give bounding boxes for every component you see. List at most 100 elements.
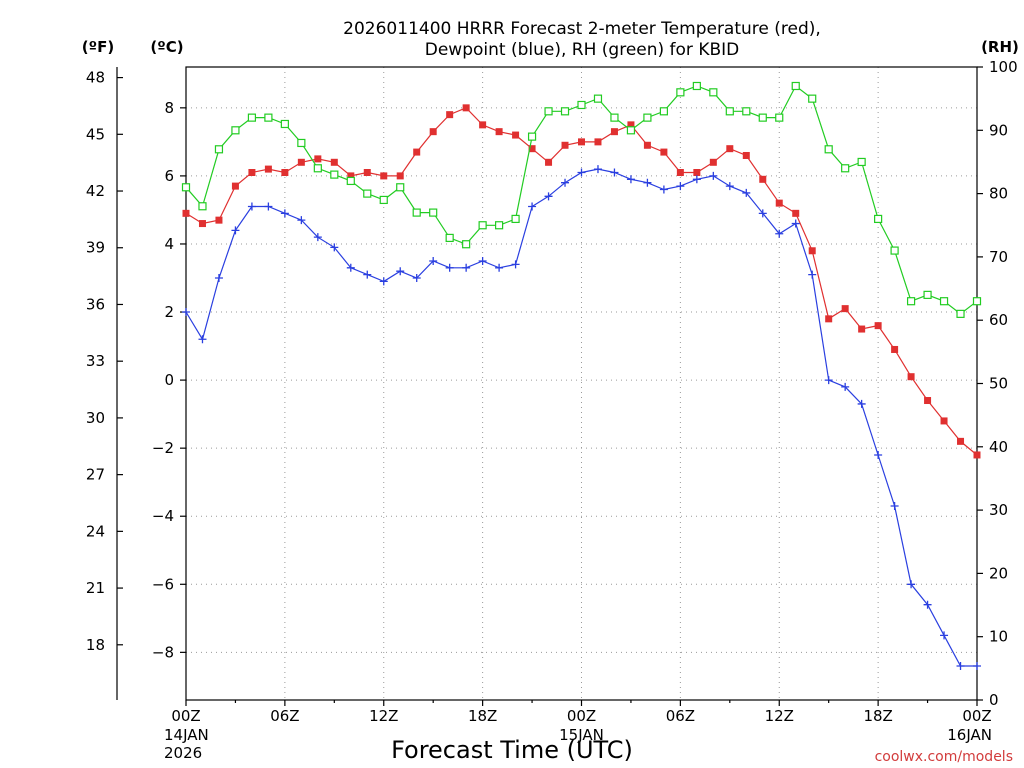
temperature-point: [924, 397, 932, 405]
dewpoint-point: [593, 165, 602, 174]
dewpoint-point: [626, 175, 635, 184]
rh-point: [330, 170, 339, 179]
rh-tick-label: 10: [989, 628, 1008, 646]
rh-point: [379, 195, 388, 205]
rh-tick-label: 0: [989, 691, 999, 709]
x-tick-label: 12Z: [765, 707, 794, 725]
temperature-point: [825, 315, 833, 323]
rh-point: [709, 88, 718, 97]
dewpoint-point: [396, 267, 405, 276]
rh-point: [692, 81, 701, 91]
temperature-point: [396, 172, 404, 180]
celsius-tick-label: 8: [164, 99, 174, 117]
x-tick-label: 06Z: [666, 707, 695, 725]
dewpoint-point: [363, 270, 372, 279]
chart-axes: [116, 66, 983, 706]
x-tick-label: 00Z: [962, 707, 991, 725]
x-tick-label: 12Z: [369, 707, 398, 725]
temperature-point: [627, 121, 635, 129]
rh-point: [560, 107, 570, 116]
dewpoint-point: [775, 229, 784, 238]
dewpoint-point: [528, 202, 537, 211]
temperature-point: [198, 220, 206, 228]
dewpoint-point: [182, 308, 190, 317]
dewpoint-point: [907, 580, 916, 589]
temperature-point: [330, 158, 338, 166]
dewpoint-point: [264, 202, 273, 211]
unit-label-celsius: (ºC): [150, 38, 183, 56]
rh-tick-label: 20: [989, 564, 1008, 582]
rh-point: [280, 119, 289, 129]
temperature-point: [643, 141, 651, 149]
rh-point: [972, 297, 982, 306]
dewpoint-point: [495, 263, 504, 272]
temperature-point: [215, 216, 223, 224]
dewpoint-point: [297, 216, 306, 225]
rh-point: [857, 157, 866, 167]
dewpoint-point: [725, 182, 734, 191]
rh-point: [445, 233, 454, 243]
fahrenheit-tick-label: 36: [86, 295, 105, 313]
temperature-point: [858, 325, 866, 333]
dewpoint-point: [462, 263, 471, 272]
dewpoint-point: [841, 382, 850, 391]
rh-point: [791, 81, 800, 91]
celsius-tick-label: −4: [152, 507, 174, 525]
temperature-point: [429, 128, 437, 136]
fahrenheit-tick-label: 39: [86, 239, 105, 257]
rh-point: [297, 138, 306, 148]
rh-point: [429, 208, 438, 217]
temperature-point: [808, 247, 816, 255]
dewpoint-point: [478, 256, 487, 265]
date-label: 15JAN: [559, 726, 604, 744]
temperature-point: [578, 138, 585, 146]
rh-point: [462, 240, 471, 249]
rh-point: [824, 145, 833, 154]
temperature-point: [594, 138, 602, 146]
rh-tick-label: 60: [989, 311, 1008, 329]
temperature-point: [759, 175, 767, 183]
rh-point: [659, 107, 668, 116]
dewpoint-point: [445, 263, 454, 272]
rh-point: [495, 221, 504, 230]
x-tick-label: 18Z: [468, 707, 497, 725]
rh-point: [610, 113, 619, 122]
dewpoint-point: [824, 376, 833, 385]
rh-point: [577, 100, 586, 110]
dewpoint-point: [973, 661, 981, 670]
rh-point: [313, 164, 322, 173]
temperature-point: [512, 131, 520, 139]
rh-point: [643, 113, 652, 122]
dewpoint-point: [857, 399, 866, 408]
temperature-point: [545, 158, 553, 166]
rh-tick-label: 80: [989, 185, 1008, 203]
dewpoint-point: [874, 450, 883, 459]
temperature-point: [973, 451, 981, 459]
unit-label-fahrenheit: (ºF): [82, 38, 114, 56]
dewpoint-point: [709, 171, 718, 180]
rh-point: [923, 290, 932, 299]
rh-point: [626, 126, 636, 135]
rh-point: [181, 183, 191, 192]
rh-point: [725, 107, 734, 116]
fahrenheit-tick-label: 42: [86, 182, 105, 200]
temperature-point: [231, 182, 239, 190]
dewpoint-point: [214, 274, 223, 282]
temperature-point: [660, 148, 668, 156]
year-label: 2026: [164, 744, 202, 762]
rh-tick-label: 40: [989, 438, 1008, 456]
temperature-point: [841, 305, 849, 313]
date-label: 14JAN: [164, 726, 209, 744]
chart-title-line2: Dewpoint (blue), RH (green) for KBID: [425, 40, 740, 60]
fahrenheit-tick-label: 33: [86, 352, 105, 370]
dewpoint-point: [379, 277, 388, 286]
dewpoint-point: [231, 226, 240, 235]
dewpoint-point: [808, 270, 817, 279]
fahrenheit-tick-label: 24: [86, 522, 105, 540]
credit-text: coolwx.com/models: [875, 749, 1013, 765]
rh-tick-label: 50: [989, 375, 1008, 393]
rh-point: [231, 126, 240, 135]
rh-point: [874, 214, 883, 224]
rh-point: [396, 183, 405, 192]
rh-point: [775, 113, 784, 122]
